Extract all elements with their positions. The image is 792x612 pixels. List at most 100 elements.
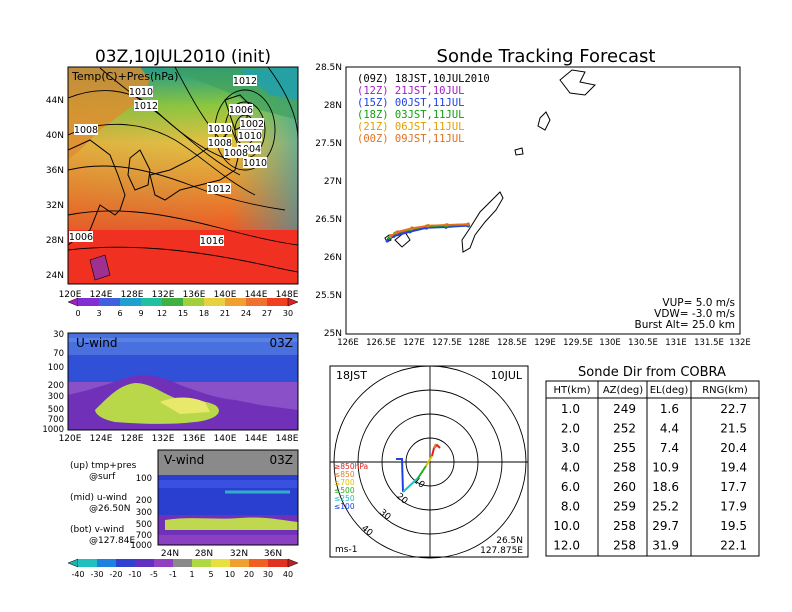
table-title: Sonde Dir from COBRA [578, 365, 726, 380]
u-wind-y-tick: 30 [53, 330, 64, 340]
u-wind-y-tick: 1000 [42, 425, 64, 435]
lat-tick-label: 28N [46, 236, 64, 246]
table-header-cell: EL(deg) [650, 385, 689, 396]
track-y-tick: 26N [324, 253, 342, 263]
colorbar-tick: 9 [138, 309, 143, 318]
colorbar-tick: -30 [90, 570, 103, 579]
table-header-cell: HT(km) [554, 385, 591, 396]
v-wind-label: V-wind [164, 453, 204, 467]
v-wind-y-tick: 500 [136, 520, 152, 530]
v-wind-y-tick: 1000 [130, 541, 152, 551]
lon-tick-label: 120E [59, 290, 82, 300]
note-line: (mid) u-wind [70, 493, 127, 503]
u-wind-y-tick: 700 [48, 415, 64, 425]
table-cell: 10.0 [553, 519, 580, 533]
table-cell: 19.5 [720, 519, 747, 533]
track-point [445, 223, 449, 227]
track-x-tick: 132E [729, 338, 751, 348]
lon-tick-label: 144E [245, 290, 268, 300]
track-x-tick: 129E [534, 338, 556, 348]
table-cell: 19.4 [720, 461, 747, 475]
table-cell: 17.7 [720, 480, 747, 494]
polar-date-label: 10JUL [491, 369, 523, 382]
table-cell: 1.0 [561, 402, 580, 416]
isobar-label: 1008 [208, 138, 232, 149]
table-cell: 8.0 [561, 500, 580, 514]
colorbar-tick: 0 [75, 309, 80, 318]
tracking-legend: (09Z) 18JST,10JUL2010 (12Z) 21JST,10JUL … [357, 73, 490, 145]
colorbar-tick: 30 [263, 570, 273, 579]
legend-entry: (18Z) 03JST,11JUL [357, 109, 464, 121]
legend-entry: (00Z) 09JST,11JUL [357, 133, 464, 145]
polar-lat: 26.5N [496, 536, 523, 546]
u-wind-time: 03Z [270, 336, 294, 350]
u-wind-y-tick: 70 [53, 349, 64, 359]
table-cell: 22.1 [720, 539, 747, 553]
isobar-label: 1010 [243, 158, 267, 169]
table-cell: 6.0 [561, 480, 580, 494]
track-point [385, 239, 389, 243]
map-frame [67, 66, 299, 285]
isobar-label: 1004 [237, 144, 261, 155]
table-cell: 18.6 [652, 480, 679, 494]
hodograph [396, 443, 441, 493]
note-line: (up) tmp+pres [70, 461, 137, 471]
table-header: HT(km) AZ(deg) EL(deg) RNG(km) [554, 385, 748, 396]
tracking-params: VUP= 5.0 m/s VDW= -3.0 m/s Burst Alt= 25… [635, 297, 735, 331]
colorbar-tick: 3 [96, 309, 101, 318]
track-y-tick: 28.5N [315, 63, 342, 73]
table-cell: 258 [613, 539, 636, 553]
polar-legend-entry: ≤100 [334, 502, 355, 511]
isobar-label: 1006 [69, 232, 93, 243]
table-cell: 255 [613, 441, 636, 455]
v-wind-x-tick: 32N [230, 549, 248, 559]
legend-entry: (15Z) 00JST,11JUL [357, 97, 464, 109]
track-x-tick: 129.5E [563, 338, 593, 348]
u-wind-x-tick: 120E [59, 434, 82, 444]
polar-legend-entry: ≥850hPa [334, 462, 368, 471]
lon-tick-label: 132E [152, 290, 175, 300]
isobar-labels: 1012 1010 1012 1006 1008 1010 1008 1010 … [69, 75, 267, 247]
isobar-label: 1008 [224, 148, 248, 159]
colorbar-tick: 10 [225, 570, 235, 579]
v-wind-panel: V-wind 03Z 100 200 300 500 700 1000 24N … [70, 449, 299, 559]
table-cell: 22.7 [720, 402, 747, 416]
table-cell: 3.0 [561, 441, 580, 455]
u-wind-x-tick: 132E [152, 434, 175, 444]
tracking-title: Sonde Tracking Forecast [437, 46, 656, 67]
track-y-tick: 28N [324, 101, 342, 111]
track-x-tick: 130.5E [628, 338, 658, 348]
track-point [408, 230, 412, 234]
track-point [426, 224, 430, 228]
colorbar-tick: 20 [244, 570, 254, 579]
isobar-label: 1016 [200, 236, 224, 247]
isobar-label: 1012 [207, 184, 231, 195]
colorbar-tick: 30 [283, 309, 293, 318]
polar-legend-entry: ≤500 [334, 486, 355, 495]
isobar-label: 1010 [129, 87, 153, 98]
param-line: VDW= -3.0 m/s [654, 308, 735, 320]
colorbar-tick: -1 [169, 570, 177, 579]
v-wind-y-tick: 200 [136, 496, 152, 506]
legend-entry: (21Z) 06JST,11JUL [357, 121, 464, 133]
track-y-tick: 25.5N [315, 291, 342, 301]
temperature-colorbar: 0 3 6 9 12 15 18 21 24 27 30 [67, 297, 299, 318]
polar-lon: 127.875E [480, 546, 523, 556]
u-wind-panel: U-wind 03Z 30 70 100 200 300 500 700 100… [42, 330, 298, 444]
track-y-tick: 26.5N [315, 215, 342, 225]
colorbar-tick: 21 [220, 309, 230, 318]
polar-legend: ≥850hPa ≤850 ≤700 ≤500 ≤250 ≤100 [334, 462, 368, 511]
table-cell: 25.2 [652, 500, 679, 514]
polar-legend-entry: ≤700 [334, 478, 355, 487]
note-line: @127.84E [89, 536, 135, 546]
colorbar-tick: 40 [283, 570, 293, 579]
legend-entry: (09Z) 18JST,10JUL2010 [357, 73, 490, 85]
isobar-label: 1006 [229, 105, 253, 116]
track-x-tick: 127E [403, 338, 425, 348]
u-wind-x-tick: 148E [276, 434, 299, 444]
lon-tick-label: 148E [276, 290, 299, 300]
table-cell: 12.0 [553, 539, 580, 553]
u-wind-x-tick: 124E [90, 434, 113, 444]
track-x-tick: 127.5E [432, 338, 462, 348]
colorbar-tick: -5 [150, 570, 158, 579]
